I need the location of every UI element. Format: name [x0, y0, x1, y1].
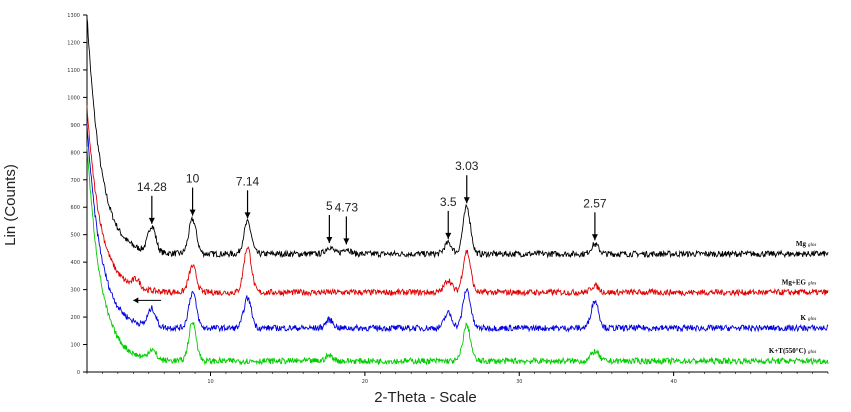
peak-arrowhead-3 [326, 237, 333, 244]
y-tick-label: 1100 [67, 68, 80, 74]
y-tick-label: 900 [70, 123, 80, 129]
y-tick-label: 500 [70, 233, 80, 239]
peak-arrowhead-1 [189, 209, 196, 216]
series-line-3 [86, 146, 829, 366]
y-tick-label: 200 [70, 315, 80, 321]
y-tick-label: 700 [70, 178, 80, 184]
series-label-suffix-1: glos [808, 281, 816, 286]
series-label-suffix-0: glos [808, 243, 816, 248]
x-tick-label: 10 [207, 379, 213, 385]
series-line-2 [86, 123, 829, 333]
x-tick-label: 20 [362, 379, 368, 385]
x-axis-label: 2-Theta - Scale [374, 389, 477, 406]
x-tick-label: 40 [670, 379, 676, 385]
x-tick-label: 30 [516, 379, 522, 385]
series-line-1 [86, 105, 829, 297]
series-label-suffix-3: glos [808, 350, 816, 355]
peak-arrowhead-7 [591, 234, 598, 241]
shift-arrowhead [133, 297, 139, 304]
y-tick-label: 100 [70, 343, 80, 349]
peak-label-7: 2.57 [583, 196, 607, 210]
peak-arrowhead-5 [445, 232, 452, 239]
peak-arrowhead-2 [244, 212, 251, 219]
y-axis-label: Lin (Counts) [2, 164, 19, 246]
y-tick-label: 0 [77, 370, 80, 376]
peak-label-2: 7.14 [236, 174, 260, 188]
peak-label-5: 3.5 [440, 195, 457, 209]
y-tick-label: 800 [70, 150, 80, 156]
peak-arrowhead-6 [463, 197, 470, 204]
y-tick-label: 1000 [67, 95, 80, 101]
peak-label-6: 3.03 [455, 159, 479, 173]
series-label-0: Mg [796, 240, 807, 248]
series-label-3: K+T(550°C) [769, 347, 807, 355]
peak-arrowhead-0 [148, 217, 155, 224]
series-label-2: K [801, 314, 807, 322]
peak-label-4: 4.73 [335, 200, 359, 214]
y-tick-label: 300 [70, 288, 80, 294]
y-tick-label: 400 [70, 260, 80, 266]
peak-label-1: 10 [186, 172, 200, 186]
series-label-1: Mg+EG [782, 278, 807, 286]
y-tick-label: 1200 [67, 40, 80, 46]
y-tick-label: 1300 [67, 13, 80, 19]
peak-arrowhead-4 [343, 238, 350, 245]
series-label-suffix-2: glos [808, 317, 816, 322]
peak-label-0: 14.28 [137, 180, 167, 194]
peak-label-3: 5 [326, 199, 333, 213]
y-tick-label: 600 [70, 205, 80, 211]
series-line-0 [86, 17, 829, 259]
